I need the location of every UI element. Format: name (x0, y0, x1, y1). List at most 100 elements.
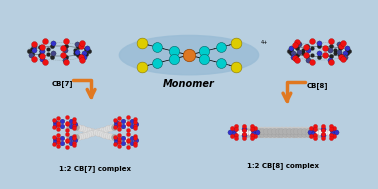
Point (90, 130, 96, 133)
Point (115, 137, 121, 140)
Point (328, 55, 334, 58)
Point (121, 123, 127, 126)
Point (305, 129, 311, 132)
Point (316, 41, 322, 44)
Point (300, 51, 306, 54)
Point (39, 54, 45, 57)
Point (294, 54, 301, 57)
Point (283, 133, 289, 136)
Point (244, 132, 250, 135)
Point (329, 128, 335, 131)
Point (234, 130, 240, 133)
Point (238, 132, 244, 135)
Point (59, 119, 65, 122)
Point (328, 125, 334, 128)
Point (308, 132, 314, 135)
Point (186, 54, 192, 57)
Point (312, 128, 318, 131)
Point (84, 48, 90, 51)
Point (72, 139, 78, 142)
Point (51, 142, 57, 145)
Point (277, 128, 284, 131)
Point (79, 134, 85, 137)
Point (301, 132, 307, 135)
Point (127, 121, 133, 124)
Point (71, 118, 77, 121)
Point (111, 136, 117, 139)
Point (233, 42, 239, 45)
Point (232, 133, 239, 136)
Point (115, 124, 121, 127)
Point (288, 46, 294, 49)
Point (290, 129, 296, 132)
Point (112, 136, 118, 139)
Point (64, 145, 70, 148)
Text: Monomer: Monomer (163, 79, 215, 89)
Point (218, 62, 224, 65)
Point (55, 128, 61, 131)
Point (59, 122, 65, 125)
Text: CB[8]: CB[8] (306, 82, 328, 89)
Point (317, 129, 323, 132)
Point (125, 116, 131, 119)
Point (328, 133, 334, 136)
Point (305, 58, 311, 61)
Point (275, 128, 281, 131)
Point (259, 132, 265, 135)
Point (107, 126, 113, 129)
Point (93, 131, 99, 134)
Point (88, 131, 94, 134)
Point (249, 136, 255, 139)
Point (45, 47, 51, 50)
Point (71, 136, 77, 139)
Point (101, 128, 107, 131)
Point (283, 128, 289, 131)
Point (122, 122, 129, 125)
Point (322, 132, 328, 135)
Point (279, 128, 285, 131)
Point (265, 128, 271, 131)
Point (265, 133, 271, 136)
Point (338, 45, 344, 48)
Point (320, 124, 326, 127)
Point (52, 140, 58, 143)
Point (57, 121, 63, 124)
Point (64, 133, 70, 136)
Point (249, 133, 255, 136)
Point (68, 141, 74, 144)
Point (51, 136, 57, 139)
Point (61, 122, 67, 125)
Point (83, 128, 89, 131)
Point (72, 51, 78, 54)
Point (305, 48, 311, 51)
Point (342, 55, 348, 58)
Point (64, 61, 70, 64)
Point (113, 136, 119, 139)
Point (277, 133, 284, 136)
Point (55, 121, 61, 124)
Point (132, 120, 138, 123)
Point (259, 129, 265, 132)
Point (60, 53, 66, 56)
Point (338, 55, 344, 58)
Point (267, 129, 273, 132)
Point (250, 128, 256, 131)
Point (109, 135, 115, 138)
Point (52, 121, 58, 124)
Point (293, 129, 299, 132)
Point (79, 41, 85, 44)
Point (328, 136, 334, 139)
Point (105, 134, 111, 137)
Point (344, 52, 350, 55)
Point (308, 135, 314, 138)
Point (103, 127, 109, 130)
Point (31, 42, 37, 45)
Point (338, 46, 344, 49)
Point (63, 138, 69, 141)
Point (55, 133, 61, 136)
Point (316, 52, 322, 55)
Point (132, 141, 138, 144)
Point (254, 131, 260, 134)
Point (297, 129, 303, 132)
Point (84, 46, 90, 49)
